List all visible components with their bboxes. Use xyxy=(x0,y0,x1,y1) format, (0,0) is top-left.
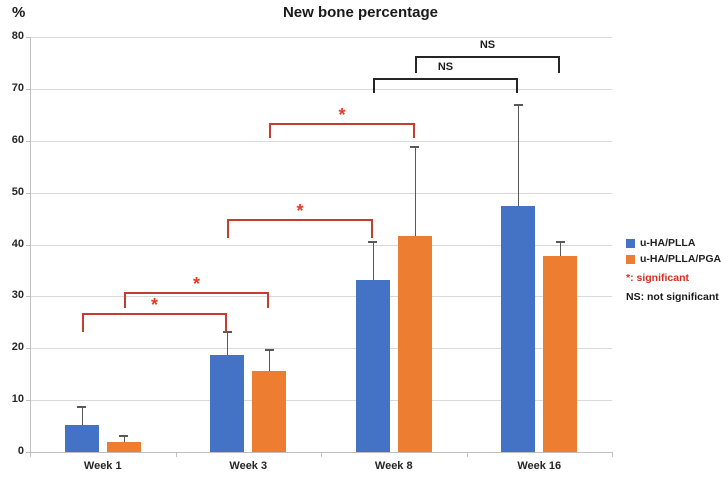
error-bar-cap xyxy=(513,103,523,106)
error-bar-cap xyxy=(555,240,565,243)
y-axis-tick-label: 20 xyxy=(11,341,24,354)
y-axis-tick-label: 10 xyxy=(11,393,24,406)
error-bar-cap xyxy=(410,145,420,148)
bar-u-ha-plla-pga-week-1 xyxy=(106,441,141,452)
significance-bracket-tick xyxy=(414,56,417,74)
error-bar-cap xyxy=(222,330,232,333)
error-bar xyxy=(81,407,83,425)
y-axis-tickmark xyxy=(26,37,30,38)
y-axis-tickmark xyxy=(26,88,30,90)
error-bar xyxy=(227,331,229,355)
significance-bracket-tick xyxy=(370,219,373,238)
legend: u-HA/PLLA u-HA/PLLA/PGA *: significant NS: … xyxy=(626,235,721,305)
significance-bracket-line xyxy=(269,123,415,126)
gridline xyxy=(30,140,612,142)
significance-bracket-line xyxy=(81,312,228,315)
y-axis-tick-label: 30 xyxy=(11,289,24,302)
y-axis-unit-label: % xyxy=(12,4,26,21)
significance-bracket-tick xyxy=(558,56,561,74)
legend-note: NS: not significant xyxy=(626,291,719,303)
significance-bracket-tick xyxy=(225,312,228,333)
x-axis-category-label: Week 3 xyxy=(229,460,268,472)
error-bar xyxy=(414,146,416,237)
legend-note: *: significant xyxy=(626,272,690,284)
y-axis-tickmark xyxy=(26,296,30,298)
error-bar xyxy=(269,349,271,372)
gridline xyxy=(30,400,612,402)
legend-item: u-HA/PLLA xyxy=(626,235,721,251)
bar-u-ha-plla-week-1 xyxy=(64,425,99,452)
significance-bracket-line xyxy=(372,77,519,80)
error-bar xyxy=(518,104,520,206)
y-axis-tick-label: 0 xyxy=(17,445,24,457)
y-axis-tickmark xyxy=(26,348,30,350)
y-axis-line xyxy=(30,37,31,452)
significance-label: * xyxy=(150,294,159,315)
y-axis-tickmark xyxy=(26,140,30,142)
bar-u-ha-plla-week-8 xyxy=(355,279,390,452)
legend-item: u-HA/PLLA/PGA xyxy=(626,251,721,267)
bar-u-ha-plla-week-3 xyxy=(210,354,245,452)
significance-label: * xyxy=(338,105,346,126)
x-axis-category-label: Week 1 xyxy=(83,460,122,472)
significance-bracket-tick xyxy=(269,123,272,139)
gridline xyxy=(30,37,612,38)
significance-bracket-tick xyxy=(123,292,126,309)
significance-bracket-tick xyxy=(412,123,415,139)
x-axis-tickmark xyxy=(175,452,177,457)
gridline xyxy=(30,348,612,350)
legend-item-label: u-HA/PLLA xyxy=(640,237,696,249)
bar-u-ha-plla-week-16 xyxy=(501,205,536,452)
significance-label: * xyxy=(296,201,304,222)
significance-bracket-tick xyxy=(516,77,519,93)
error-bar-cap xyxy=(119,435,129,438)
x-axis-tickmark xyxy=(466,452,468,457)
y-axis-tick-label: 40 xyxy=(11,237,24,250)
bar-u-ha-plla-pga-week-8 xyxy=(397,236,432,452)
error-bar xyxy=(560,241,562,256)
y-axis-tickmark xyxy=(26,400,30,402)
significance-bracket-line xyxy=(227,219,373,222)
gridline xyxy=(30,244,612,246)
y-axis-tickmark xyxy=(26,192,30,194)
bar-u-ha-plla-pga-week-3 xyxy=(252,371,287,452)
error-bar-cap xyxy=(368,240,378,243)
error-bar-cap xyxy=(77,406,87,409)
x-axis-category-label: Week 16 xyxy=(517,460,562,472)
error-bar xyxy=(372,241,374,280)
legend-swatch-icon xyxy=(626,238,635,248)
significance-bracket-line xyxy=(414,56,561,59)
significance-label: NS xyxy=(479,39,496,52)
significance-bracket-tick xyxy=(267,292,270,309)
significance-bracket-line xyxy=(123,292,270,295)
significance-bracket-tick xyxy=(81,312,84,333)
significance-bracket-tick xyxy=(372,77,375,93)
x-axis-tickmark xyxy=(612,452,613,457)
x-axis-tickmark xyxy=(30,452,31,457)
significance-label: NS xyxy=(437,60,454,73)
y-axis-tick-label: 70 xyxy=(11,81,24,94)
y-axis-tickmark xyxy=(26,244,30,246)
y-axis-tickmark xyxy=(26,452,30,453)
gridline xyxy=(30,296,612,298)
y-axis-tick-label: 80 xyxy=(11,30,24,42)
y-axis-tick-label: 60 xyxy=(11,133,24,146)
bar-u-ha-plla-pga-week-16 xyxy=(543,255,578,452)
legend-swatch-icon xyxy=(626,254,635,264)
legend-item-label: u-HA/PLLA/PGA xyxy=(640,253,721,265)
chart-title: New bone percentage xyxy=(282,4,439,21)
error-bar xyxy=(123,436,125,442)
x-axis-tickmark xyxy=(321,452,322,457)
significance-label: * xyxy=(192,274,201,295)
error-bar-cap xyxy=(264,348,274,351)
y-axis-tick-label: 50 xyxy=(11,185,24,198)
gridline xyxy=(30,192,612,194)
significance-bracket-tick xyxy=(227,219,230,238)
gridline xyxy=(30,88,612,90)
x-axis-category-label: Week 8 xyxy=(374,460,413,472)
